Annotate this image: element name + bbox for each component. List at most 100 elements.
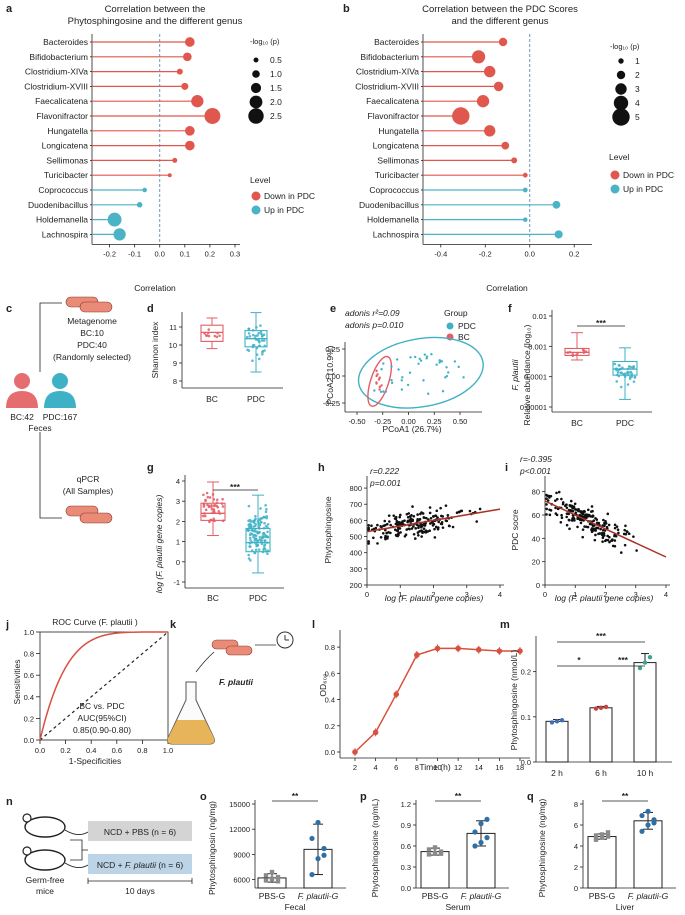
l-ytick-label: 0.2 — [325, 722, 335, 731]
b-xtick-label: 0.2 — [569, 249, 579, 258]
a-category-label: Flavonifractor — [37, 111, 89, 121]
h-point — [415, 523, 419, 527]
j-xtick-label: 1.0 — [163, 746, 173, 755]
p-point — [432, 850, 438, 856]
panel-b-xlabel: Correlation — [486, 283, 528, 293]
l-point — [496, 648, 503, 654]
o-point — [263, 878, 269, 883]
e-pdc-point — [422, 379, 425, 382]
panel-o-ylabel: Phytosphingosin (ng/mg) — [207, 801, 217, 895]
i-point — [635, 549, 638, 552]
f-point — [566, 351, 570, 354]
panel-q-footer: Liver — [616, 902, 635, 912]
e-pdc-point — [401, 376, 404, 379]
b-dot — [522, 172, 528, 178]
panel-n: n Germ-free mice NCD + PBS (n = 6) NCD +… — [6, 796, 193, 896]
panel-i-p: p<0.001 — [519, 466, 551, 476]
i-point — [581, 528, 585, 531]
panel-b-plot: -0.4 -0.2 0.0 0.2 Bacteroides Bifidobacterium… — [355, 34, 592, 258]
b-size-legend-label: 2 — [635, 70, 640, 80]
d-point — [260, 339, 264, 342]
f-point — [615, 380, 619, 383]
i-point — [619, 551, 623, 554]
e-pdc-point — [419, 359, 423, 362]
f-ytick-label: 0.01 — [532, 312, 547, 321]
d-point — [216, 331, 219, 335]
h-point — [393, 517, 397, 520]
panel-i-plot: 0 20 40 60 80 0 1 2 3 4 — [532, 476, 670, 599]
e-pdc-point — [457, 365, 460, 369]
e-pdc-point — [462, 376, 465, 379]
q-ytick-label: 2 — [574, 863, 578, 872]
p-point — [472, 829, 478, 835]
d-point — [247, 332, 251, 335]
j-xtick-label: 0.8 — [137, 746, 147, 755]
g-point — [250, 532, 254, 536]
f-point — [631, 366, 635, 370]
b-category-label: Turicibacter — [375, 170, 419, 180]
h-point — [425, 516, 428, 520]
i-point — [581, 535, 585, 539]
h-point — [367, 542, 370, 545]
a-dot — [184, 37, 195, 47]
a-dot — [184, 125, 195, 136]
i-point — [590, 528, 593, 532]
h-point — [386, 535, 389, 538]
g-point — [263, 543, 267, 547]
f-sig: *** — [596, 318, 607, 328]
g-point — [262, 515, 266, 519]
i-point — [554, 512, 558, 515]
d-point — [258, 344, 261, 348]
a-category-label: Longicatena — [42, 141, 89, 151]
o-point — [269, 869, 275, 875]
p-group-label: PBS-G — [422, 891, 448, 901]
i-point — [570, 504, 574, 508]
i-point — [597, 532, 600, 536]
g-point — [263, 539, 267, 542]
q-point — [599, 832, 605, 837]
i-point — [591, 509, 594, 513]
a-size-legend-dot — [248, 108, 264, 124]
o-point — [309, 835, 315, 842]
i-point — [565, 503, 568, 506]
f-ytick-label: 0.001 — [528, 342, 547, 351]
i-point — [557, 490, 561, 494]
d-point — [254, 338, 258, 341]
i-point — [610, 539, 613, 542]
i-point — [565, 515, 568, 519]
i-xtick-label: 0 — [543, 590, 547, 599]
h-xtick-label: 2 — [431, 590, 435, 599]
h-point — [412, 532, 416, 536]
panel-a-title-2: Phytosphingosine and the different genus — [68, 16, 243, 27]
d-point — [204, 334, 208, 337]
h-point — [414, 527, 418, 530]
panel-o: o Phytosphingosin (ng/mg) 6000 9000 12000 1… — [200, 791, 346, 912]
g-point — [221, 497, 224, 501]
g-point — [202, 493, 205, 497]
g-point — [259, 507, 262, 510]
g-box — [200, 502, 226, 521]
panel-q-plot: 0 2 4 6 8 PBS-G F. plautii-G ** — [574, 791, 676, 901]
mouse-icon-2 — [22, 846, 89, 871]
e-pdc-point — [453, 360, 457, 363]
e-bc-ellipse — [367, 355, 393, 407]
g-ytick-label: 2 — [176, 517, 180, 526]
i-point — [613, 523, 617, 527]
i-xtick-label: 1 — [573, 590, 577, 599]
e-xtick-label: -0.25 — [374, 417, 391, 426]
m-point — [637, 665, 643, 671]
m-sig-left: * — [577, 655, 581, 665]
d-group-label: PDC — [247, 394, 265, 404]
g-point — [209, 518, 213, 522]
g-point — [249, 559, 252, 562]
j-ytick-label: 0.6 — [24, 671, 34, 680]
g-point — [248, 545, 251, 548]
panel-f-plot: 0.00001 0.0001 0.001 0.01 *** BC PDC — [520, 310, 652, 428]
person-icon-bc — [6, 373, 38, 408]
p-point — [472, 843, 478, 849]
i-point — [597, 521, 601, 525]
h-point — [399, 521, 403, 525]
panel-p-plot: 0.0 0.3 0.6 0.9 1.2 PBS-G F. plautii-G ** — [401, 791, 509, 901]
p-point — [426, 847, 432, 852]
